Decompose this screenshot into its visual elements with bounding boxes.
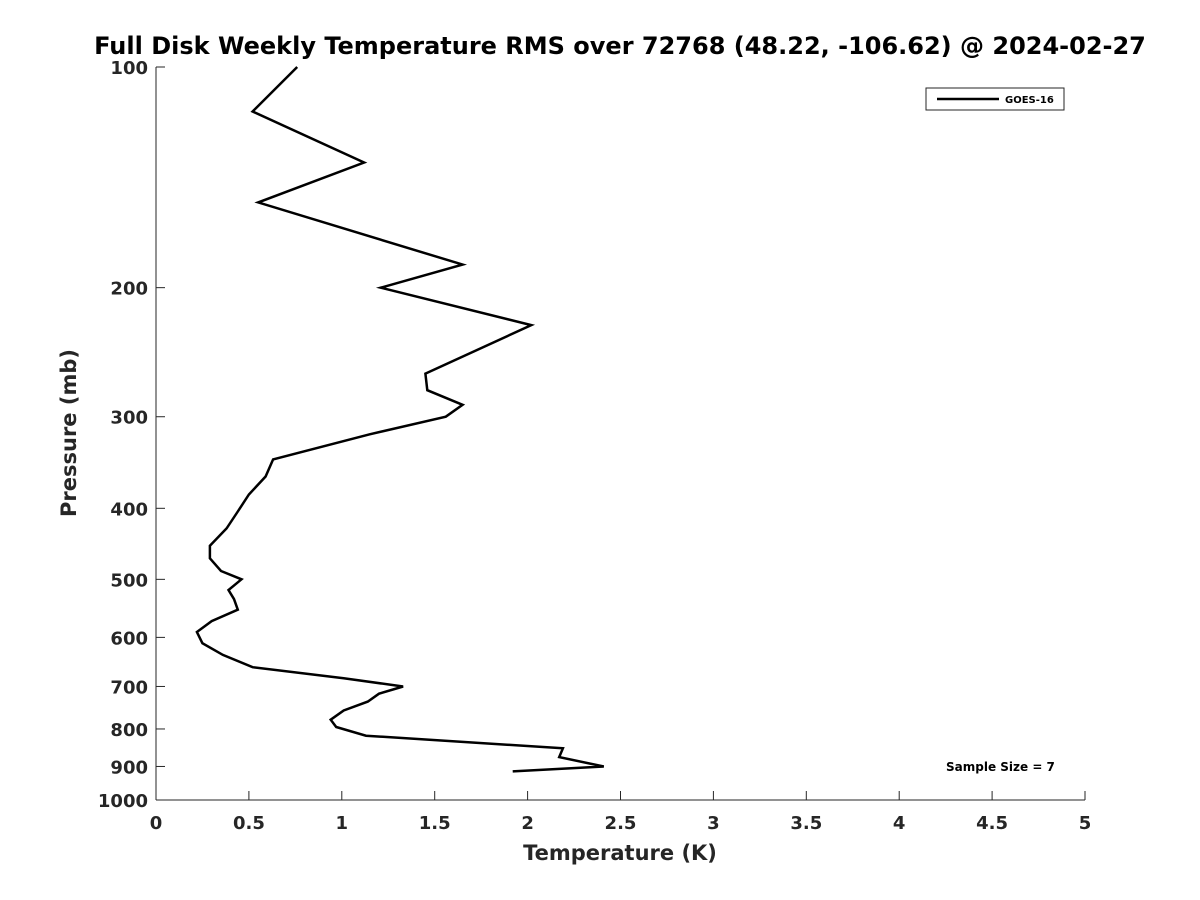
y-tick-label: 300 [110, 408, 148, 429]
x-tick-label: 3 [707, 813, 720, 834]
x-tick-label: 0.5 [233, 813, 265, 834]
y-tick-label: 600 [110, 628, 148, 649]
x-axis-label: Temperature (K) [523, 841, 717, 865]
x-tick-label: 2 [521, 813, 534, 834]
chart-title: Full Disk Weekly Temperature RMS over 72… [94, 32, 1146, 60]
y-axis-ticks: 100 200 300 400 500 600 700 800 900 1000 [98, 58, 165, 812]
x-tick-label: 4.5 [976, 813, 1008, 834]
series-layer [195, 66, 605, 773]
x-tick-label: 1 [336, 813, 349, 834]
x-tick-label: 3.5 [790, 813, 822, 834]
y-axis-label: Pressure (mb) [57, 349, 81, 517]
x-tick-label: 5 [1079, 813, 1092, 834]
y-tick-label: 1000 [98, 791, 148, 812]
x-tick-label: 4 [893, 813, 906, 834]
series-line-goes-16 [195, 66, 605, 773]
x-axis-ticks: 0 0.5 1 1.5 2 2.5 3 3.5 4 4.5 5 [150, 791, 1092, 834]
legend-item-goes-16: GOES-16 [1005, 95, 1054, 106]
x-tick-label: 2.5 [605, 813, 637, 834]
plot-area: 0 0.5 1 1.5 2 2.5 3 3.5 4 4.5 5 100 200 300 400 500 600… [98, 58, 1091, 834]
y-tick-label: 200 [110, 279, 148, 300]
y-tick-label: 900 [110, 757, 148, 778]
sample-size-annotation: Sample Size = 7 [946, 760, 1055, 774]
legend: GOES-16 [925, 87, 1065, 111]
y-tick-label: 400 [110, 499, 148, 520]
y-tick-label: 100 [110, 58, 148, 79]
x-tick-label: 0 [150, 813, 163, 834]
y-tick-label: 800 [110, 720, 148, 741]
x-tick-label: 1.5 [419, 813, 451, 834]
y-tick-label: 500 [110, 570, 148, 591]
y-tick-label: 700 [110, 677, 148, 698]
